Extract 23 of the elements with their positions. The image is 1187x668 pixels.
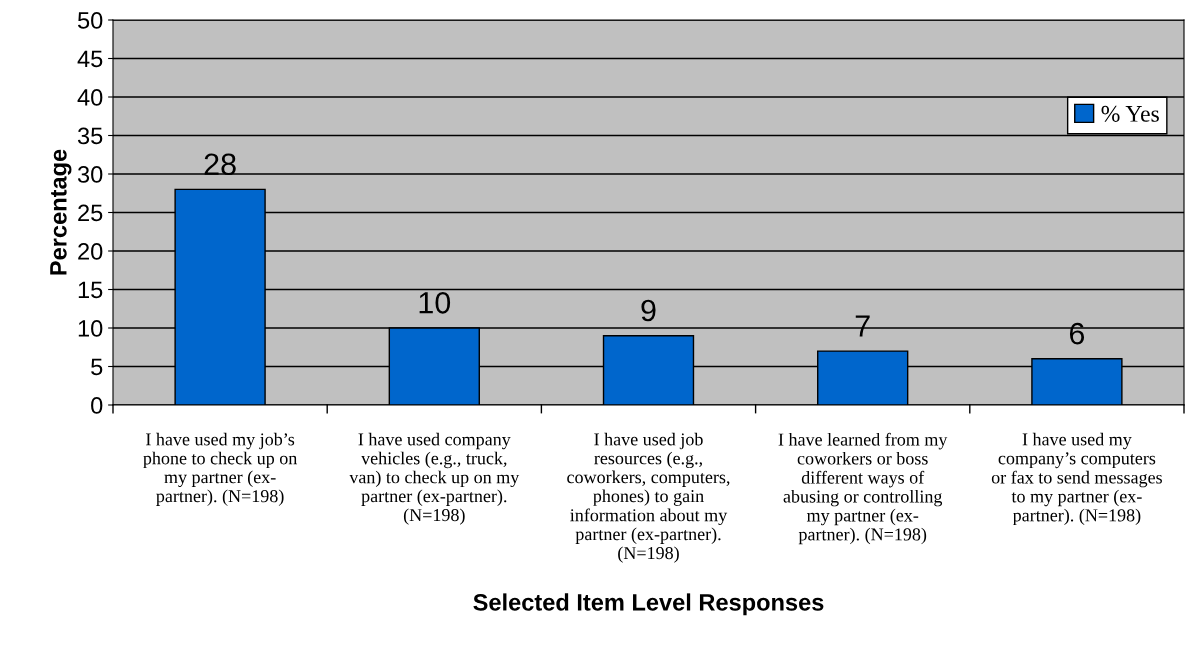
y-tick-label: 20 bbox=[78, 243, 103, 260]
legend-label: % Yes bbox=[1101, 105, 1159, 122]
data-label: 10 bbox=[419, 291, 451, 314]
y-tick-label: 0 bbox=[91, 397, 103, 414]
x-tick-label: I have used job resources (e.g., coworkers, computers, phones) to gain information about my partner (ex-partner). (N=198) bbox=[567, 432, 730, 563]
y-tick-label: 10 bbox=[78, 320, 103, 337]
y-axis-title: Percentage bbox=[50, 149, 72, 275]
y-tick-label: 25 bbox=[78, 204, 103, 222]
y-tick-label: 5 bbox=[91, 358, 103, 376]
x-axis-title: Selected Item Level Responses bbox=[473, 593, 824, 616]
x-tick-label: I have used my company’s computers or fax to send messages to my partner (ex- partner). (N=198) bbox=[991, 432, 1162, 526]
y-tick-label: 50 bbox=[77, 12, 103, 29]
y-tick-label: 15 bbox=[78, 281, 103, 299]
y-tick-label: 40 bbox=[77, 89, 103, 106]
x-tick-label: I have used company vehicles (e.g., truck, van) to check up on my partner (ex-partner). (N=198) bbox=[349, 432, 520, 525]
x-tick-label: I have learned from my coworkers or boss different ways of abusing or controlling my partner (ex- partner). (N=198) bbox=[778, 432, 948, 545]
data-label: 9 bbox=[641, 299, 656, 322]
y-tick-label: 45 bbox=[77, 50, 103, 68]
y-tick-label: 35 bbox=[77, 127, 103, 145]
data-label: 28 bbox=[204, 153, 236, 176]
x-tick-label: I have used my job’s phone to check up on my partner (ex- partner). (N=198) bbox=[143, 432, 298, 506]
data-label: 6 bbox=[1069, 322, 1085, 345]
y-tick-label: 30 bbox=[77, 166, 103, 183]
